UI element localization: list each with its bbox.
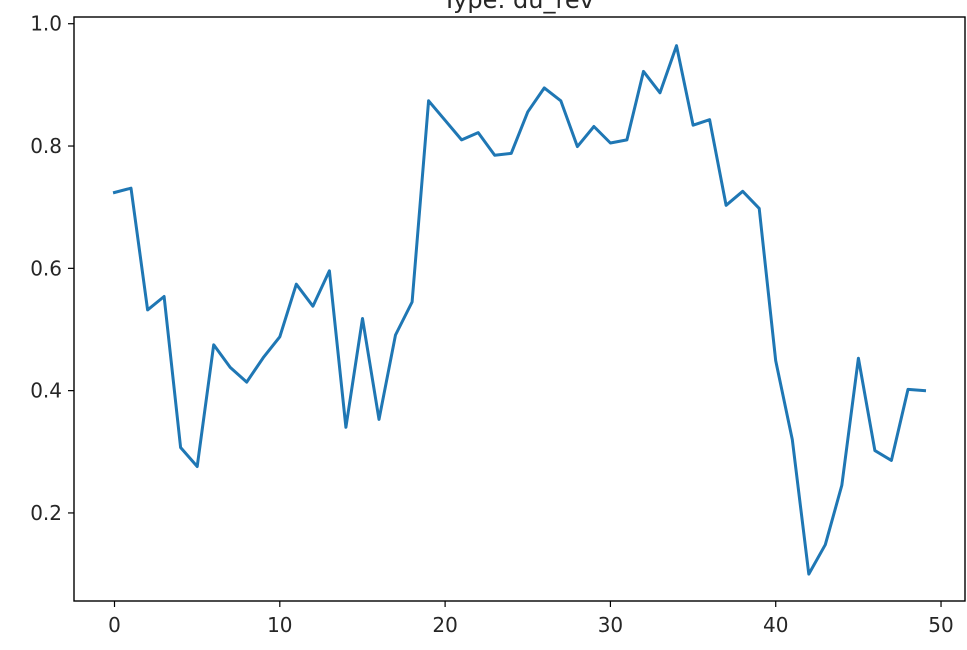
y-tick-label: 0.4	[30, 379, 62, 403]
x-tick-label: 30	[598, 613, 623, 637]
plot-frame	[73, 16, 966, 602]
y-tick-label: 0.2	[30, 501, 62, 525]
chart-title: Type: du_rev	[441, 0, 594, 14]
series-line	[112, 44, 927, 576]
y-tick-label: 0.8	[30, 134, 62, 158]
x-tick-label: 20	[432, 613, 457, 637]
x-tick-label: 10	[267, 613, 292, 637]
x-tick-label: 0	[108, 613, 121, 637]
y-tick-label: 1.0	[30, 12, 62, 36]
x-tick-label: 40	[763, 613, 788, 637]
y-tick-label: 0.6	[30, 256, 62, 280]
series-layer	[112, 44, 927, 576]
x-tick-label: 50	[928, 613, 953, 637]
ticks-layer: 0 10 20 30 40 50 0.2 0.4 0.6 0.8 1.0	[30, 12, 954, 637]
